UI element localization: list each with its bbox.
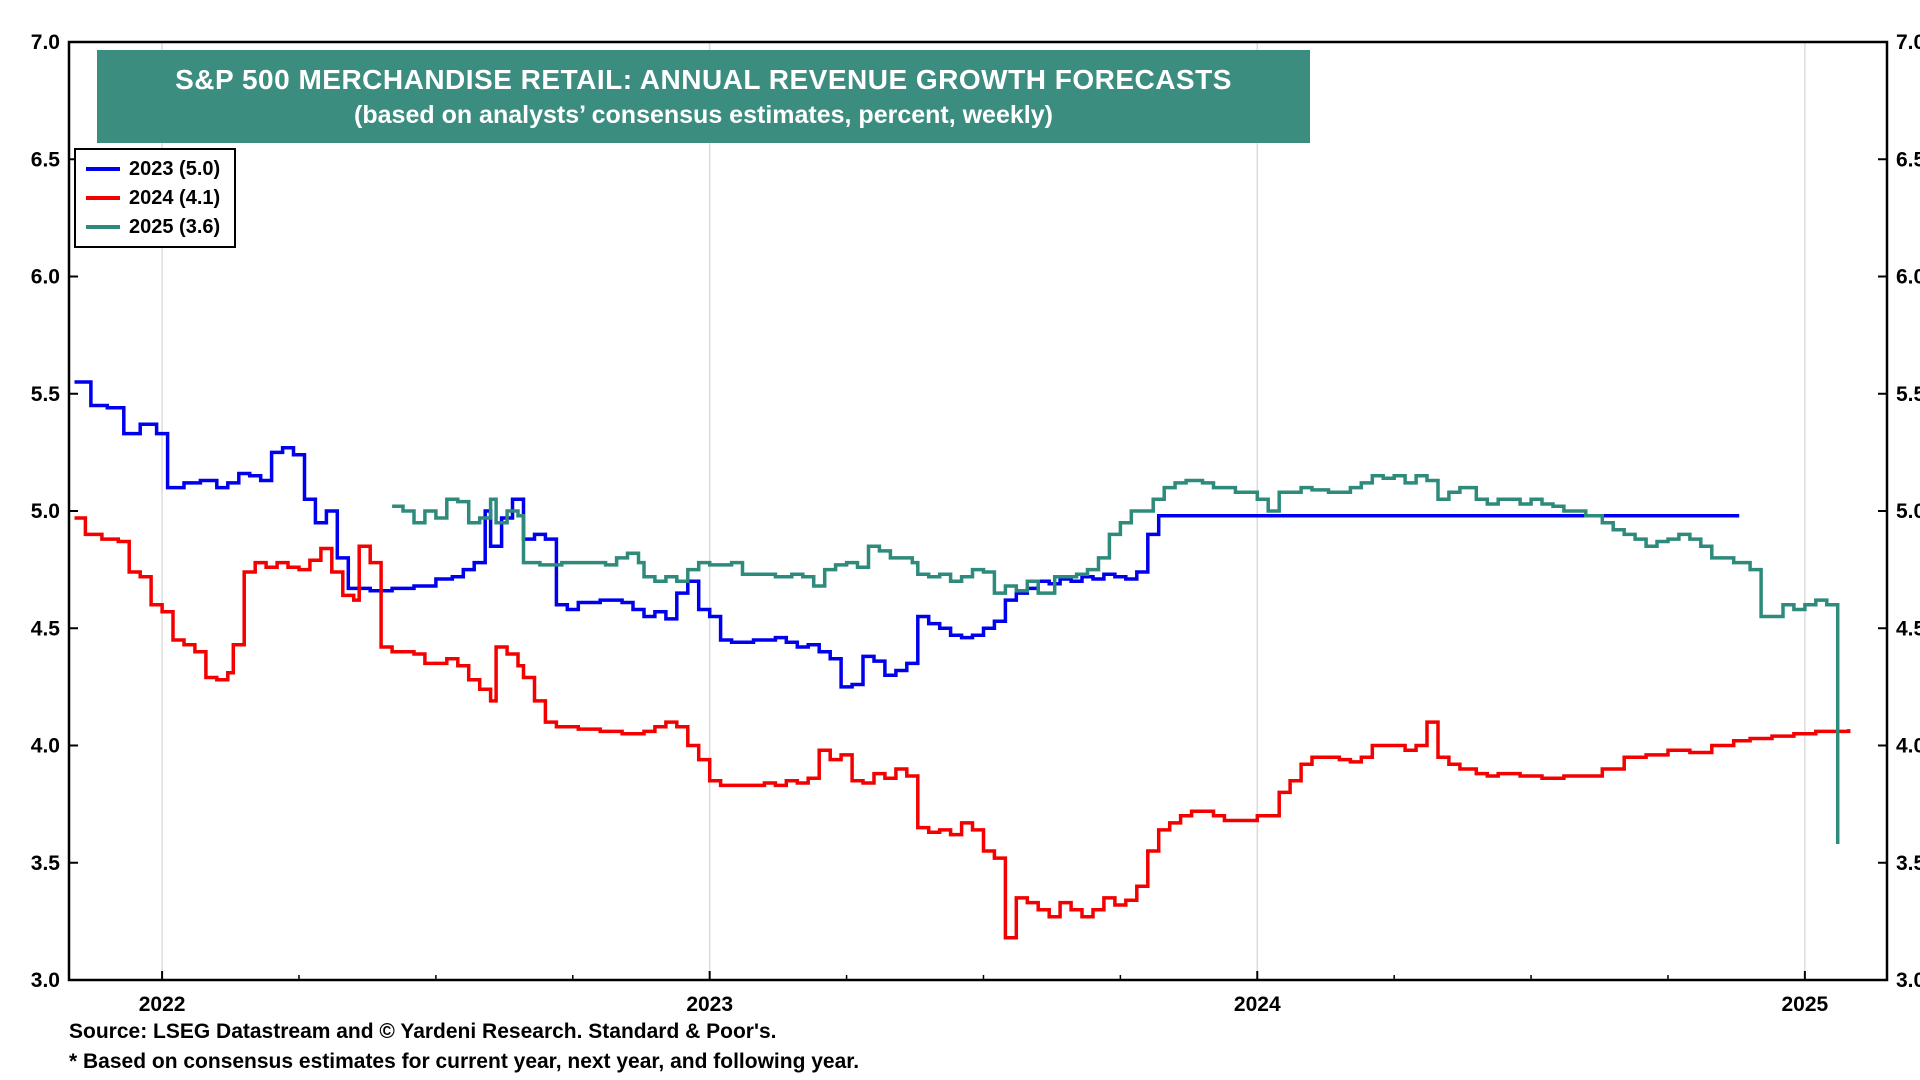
svg-text:5.0: 5.0: [1896, 500, 1920, 523]
svg-text:4.5: 4.5: [31, 617, 61, 640]
svg-text:7.0: 7.0: [31, 31, 60, 54]
svg-text:5.5: 5.5: [1896, 383, 1920, 406]
svg-text:4.0: 4.0: [31, 735, 60, 758]
svg-text:3.0: 3.0: [31, 969, 60, 992]
svg-text:5.5: 5.5: [31, 383, 61, 406]
legend-label-2023: 2023 (5.0): [129, 157, 221, 180]
legend-swatch-2025: [86, 225, 120, 229]
svg-text:4.0: 4.0: [1896, 735, 1920, 758]
svg-text:2023: 2023: [686, 993, 733, 1016]
chart-title-banner: S&P 500 MERCHANDISE RETAIL: ANNUAL REVEN…: [97, 50, 1310, 143]
footnote-text: * Based on consensus estimates for curre…: [69, 1050, 860, 1073]
svg-text:3.0: 3.0: [1896, 969, 1920, 992]
svg-text:6.5: 6.5: [31, 148, 61, 171]
source-text: Source: LSEG Datastream and © Yardeni Re…: [69, 1020, 777, 1043]
svg-text:2022: 2022: [139, 993, 186, 1016]
svg-text:5.0: 5.0: [31, 500, 60, 523]
legend-item-2023: 2023 (5.0): [86, 157, 220, 181]
legend-item-2025: 2025 (3.6): [86, 215, 220, 239]
legend-item-2024: 2024 (4.1): [86, 186, 220, 210]
legend-label-2024: 2024 (4.1): [129, 186, 221, 209]
chart-subtitle: (based on analysts’ consensus estimates,…: [354, 101, 1053, 130]
svg-text:6.0: 6.0: [31, 266, 60, 289]
svg-text:6.5: 6.5: [1896, 148, 1920, 171]
chart-title: S&P 500 MERCHANDISE RETAIL: ANNUAL REVEN…: [175, 64, 1232, 96]
legend-label-2025: 2025 (3.6): [129, 215, 221, 238]
svg-text:4.5: 4.5: [1896, 617, 1920, 640]
svg-text:3.5: 3.5: [31, 852, 61, 875]
legend-swatch-2024: [86, 196, 120, 200]
svg-text:3.5: 3.5: [1896, 852, 1920, 875]
svg-text:2025: 2025: [1782, 993, 1829, 1016]
svg-text:2024: 2024: [1234, 993, 1281, 1016]
legend: 2023 (5.0) 2024 (4.1) 2025 (3.6): [74, 148, 237, 248]
svg-text:7.0: 7.0: [1896, 31, 1920, 54]
legend-swatch-2023: [86, 167, 120, 171]
svg-text:6.0: 6.0: [1896, 266, 1920, 289]
